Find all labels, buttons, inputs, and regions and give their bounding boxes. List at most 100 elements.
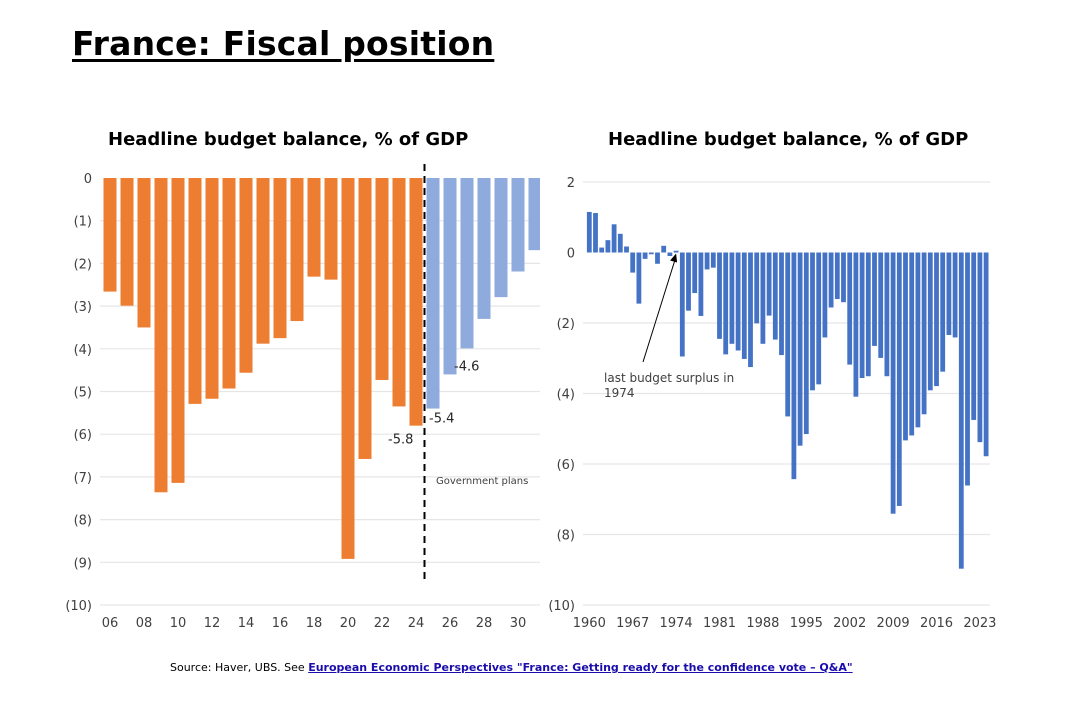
bar-government-plans: [460, 178, 474, 349]
bar-budget-balance: [921, 252, 927, 415]
y-tick-label: (2): [557, 317, 575, 332]
bar-budget-balance: [636, 252, 642, 304]
x-tick-label: 2023: [963, 616, 996, 631]
bar-budget-balance: [890, 252, 896, 514]
x-tick-label: 1988: [746, 616, 779, 631]
bar-budget-balance: [779, 252, 784, 356]
bar-actual: [307, 178, 321, 277]
page-title: France: Fiscal position: [72, 24, 495, 63]
x-tick-label: 2016: [920, 616, 953, 631]
bar-budget-balance: [754, 252, 760, 324]
data-label: -4.6: [454, 359, 479, 374]
bar-budget-balance: [648, 252, 654, 255]
source-link[interactable]: European Economic Perspectives "France: …: [308, 661, 853, 674]
bar-budget-balance: [828, 252, 834, 308]
bar-budget-balance: [642, 252, 648, 259]
annotation-arrow-line: [642, 259, 676, 363]
bar-budget-balance: [927, 252, 933, 391]
bar-budget-balance: [611, 224, 617, 253]
bar-actual: [273, 178, 287, 339]
bar-budget-balance: [977, 252, 983, 443]
source-text: Source: Haver, UBS. See: [170, 661, 309, 674]
bar-government-plans: [528, 178, 540, 251]
x-tick-label: 24: [408, 616, 425, 631]
bar-budget-balance: [872, 252, 877, 346]
bar-budget-balance: [692, 252, 698, 294]
bar-budget-balance: [704, 252, 710, 270]
bar-budget-balance: [766, 252, 772, 316]
bar-actual: [256, 178, 270, 344]
arrow-head-icon: [670, 253, 678, 263]
x-tick-label: 1974: [660, 616, 693, 631]
x-tick-label: 26: [442, 616, 459, 631]
x-tick-label: 14: [238, 616, 255, 631]
bar-budget-balance: [909, 252, 915, 436]
bar-actual: [375, 178, 389, 380]
bar-budget-balance: [617, 233, 623, 253]
bar-budget-balance: [884, 252, 890, 377]
bar-budget-balance: [785, 252, 791, 417]
right-chart: 2 0 (2) (4) (6) (8) (10) 1960 1967 1974 1981 1988 19…: [548, 176, 996, 631]
y-tick-label: (4): [557, 388, 575, 403]
y-tick-label: (8): [74, 514, 92, 529]
bar-budget-balance: [760, 252, 766, 344]
y-tick-label: 0: [567, 247, 575, 262]
bar-budget-balance: [952, 252, 958, 338]
bar-budget-balance: [896, 252, 902, 506]
bar-actual: [239, 178, 253, 373]
bar-budget-balance: [667, 252, 673, 257]
y-tick-label: (7): [74, 471, 92, 486]
x-tick-label: 30: [510, 616, 527, 631]
y-tick-label: (6): [74, 428, 92, 443]
bar-budget-balance: [686, 252, 691, 311]
x-tick-label: 20: [340, 616, 357, 631]
bar-actual: [324, 178, 338, 280]
bar-budget-balance: [915, 252, 921, 428]
bar-actual: [171, 178, 185, 483]
bar-budget-balance: [847, 252, 853, 365]
bar-budget-balance: [878, 252, 884, 358]
bar-budget-balance: [797, 252, 803, 446]
bar-budget-balance: [816, 252, 822, 385]
bar-actual: [137, 178, 151, 328]
bar-government-plans: [494, 178, 508, 298]
annotation-text: last budget surplus in: [604, 371, 734, 385]
bar-budget-balance: [673, 250, 679, 253]
bar-actual: [341, 178, 355, 559]
y-tick-label: (2): [74, 257, 92, 272]
x-tick-label: 2002: [833, 616, 866, 631]
bar-budget-balance: [841, 252, 846, 303]
x-tick-label: 12: [204, 616, 221, 631]
bar-government-plans: [426, 178, 440, 409]
bar-budget-balance: [853, 252, 859, 397]
bar-actual: [358, 178, 372, 459]
y-tick-label: (1): [74, 215, 92, 230]
y-tick-label: (8): [557, 529, 575, 544]
bar-government-plans: [511, 178, 525, 272]
bar-budget-balance: [934, 252, 939, 387]
bar-budget-balance: [624, 246, 629, 253]
bar-budget-balance: [599, 247, 605, 253]
bar-budget-balance: [741, 252, 747, 359]
y-tick-label: (10): [65, 599, 92, 614]
bar-budget-balance: [772, 252, 778, 340]
bar-actual: [120, 178, 134, 306]
bar-budget-balance: [593, 213, 598, 253]
bar-actual: [205, 178, 219, 399]
bar-budget-balance: [810, 252, 815, 391]
data-label: -5.8: [388, 433, 413, 448]
left-chart: 0 (1) (2) (3) (4) (5) (6) (7) (8) (9) (10) 06 08 10 12…: [65, 164, 540, 631]
bar-budget-balance: [940, 252, 946, 372]
y-tick-label: 0: [84, 172, 92, 187]
x-tick-label: 2009: [877, 616, 910, 631]
x-tick-label: 16: [272, 616, 289, 631]
x-tick-label: 1995: [790, 616, 823, 631]
bar-budget-balance: [983, 252, 989, 457]
source-note: Source: Haver, UBS. See European Economi…: [170, 661, 853, 674]
bar-budget-balance: [698, 252, 704, 316]
bar-budget-balance: [958, 252, 964, 569]
bar-actual: [392, 178, 406, 407]
bar-budget-balance: [605, 240, 611, 253]
bar-government-plans: [443, 178, 457, 375]
bar-actual: [103, 178, 117, 292]
